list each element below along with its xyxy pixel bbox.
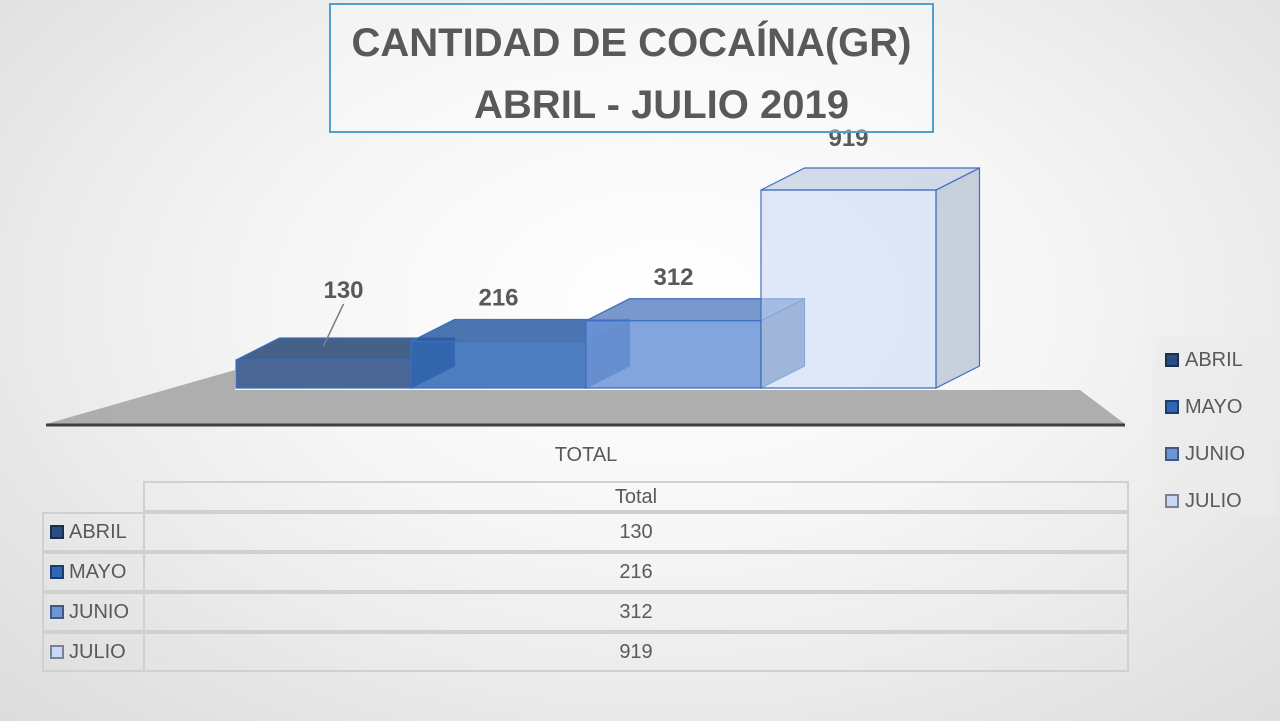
legend-item-mayo: MAYO bbox=[1165, 395, 1242, 419]
data-table-row: JULIO 919 bbox=[42, 632, 1129, 672]
legend: ABRIL MAYO JUNIO JULIO bbox=[1153, 336, 1278, 516]
data-table-cell: 216 bbox=[143, 552, 1129, 592]
data-table-row-label: MAYO bbox=[42, 552, 143, 592]
data-table-cell: 919 bbox=[143, 632, 1129, 672]
legend-swatch-icon bbox=[1165, 494, 1179, 508]
legend-key-icon bbox=[50, 565, 64, 579]
legend-key-icon bbox=[50, 645, 64, 659]
legend-key-icon bbox=[50, 605, 64, 619]
data-label-julio: 919 bbox=[828, 125, 868, 152]
legend-swatch-icon bbox=[1165, 353, 1179, 367]
bar-front bbox=[585, 320, 762, 389]
bar-julio bbox=[760, 167, 981, 389]
chart-title-box: CANTIDAD DE COCAÍNA(GR) ABRIL - JULIO 20… bbox=[329, 3, 934, 133]
legend-swatch-icon bbox=[1165, 400, 1179, 414]
data-table-row: MAYO 216 bbox=[42, 552, 1129, 592]
data-table-cell: 130 bbox=[143, 512, 1129, 552]
data-table-row-label: JULIO bbox=[42, 632, 143, 672]
chart-floor bbox=[46, 370, 1125, 424]
bar-group bbox=[235, 167, 981, 389]
row-label-text: JUNIO bbox=[69, 600, 129, 623]
data-label-abril: 130 bbox=[323, 277, 363, 304]
data-table-header: Total bbox=[143, 481, 1129, 512]
data-label-mayo: 216 bbox=[478, 284, 518, 311]
bar-side bbox=[935, 167, 981, 389]
x-axis-category-label: TOTAL bbox=[554, 444, 618, 466]
chart-title: CANTIDAD DE COCAÍNA(GR) bbox=[351, 21, 912, 65]
bar-front bbox=[235, 359, 412, 389]
legend-label: MAYO bbox=[1185, 395, 1243, 418]
bar-front bbox=[410, 340, 587, 389]
legend-label: JUNIO bbox=[1185, 442, 1245, 465]
row-label-text: ABRIL bbox=[69, 520, 127, 543]
legend-swatch-icon bbox=[1165, 447, 1179, 461]
data-label-leader-line bbox=[322, 303, 345, 347]
bar-front bbox=[760, 189, 937, 389]
data-table-row: ABRIL 130 bbox=[42, 512, 1129, 552]
data-label-junio: 312 bbox=[653, 264, 693, 291]
data-table-row-label: ABRIL bbox=[42, 512, 143, 552]
legend-item-junio: JUNIO bbox=[1165, 442, 1245, 466]
legend-label: JULIO bbox=[1185, 489, 1242, 512]
data-table-cell: 312 bbox=[143, 592, 1129, 632]
legend-item-julio: JULIO bbox=[1165, 489, 1242, 513]
chart-subtitle: ABRIL - JULIO 2019 bbox=[474, 83, 849, 127]
legend-item-abril: ABRIL bbox=[1165, 348, 1243, 372]
data-table-row-label: JUNIO bbox=[42, 592, 143, 632]
row-label-text: JULIO bbox=[69, 640, 126, 663]
data-label-group: 130 216 312 919 bbox=[323, 125, 868, 311]
row-label-text: MAYO bbox=[69, 560, 127, 583]
legend-key-icon bbox=[50, 525, 64, 539]
legend-label: ABRIL bbox=[1185, 348, 1243, 371]
data-table-row: JUNIO 312 bbox=[42, 592, 1129, 632]
